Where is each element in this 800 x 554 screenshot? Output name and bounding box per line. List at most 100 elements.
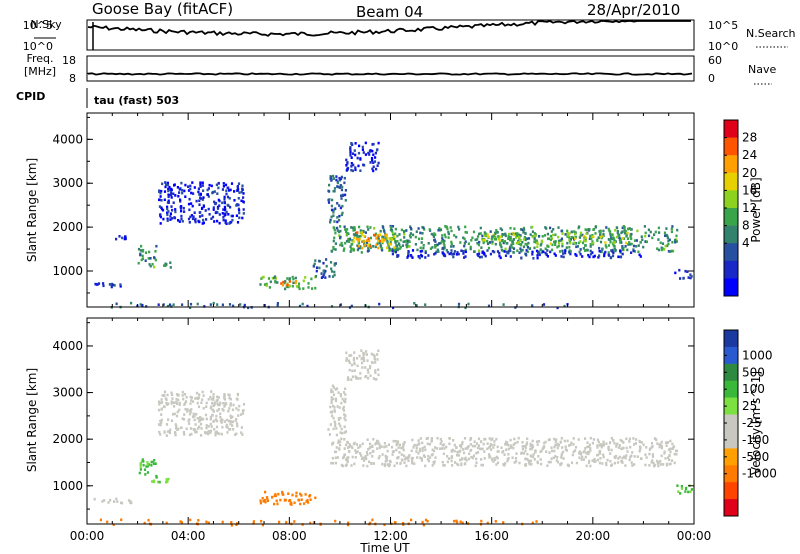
echo-cell [447,457,450,460]
echo-cell [503,250,506,253]
echo-cell [197,427,200,430]
echo-cell [463,462,466,466]
echo-cell [628,227,631,230]
colorbar-tick-label: 4 [742,236,750,250]
echo-cell [363,456,366,460]
echo-cell [347,359,351,363]
echo-cell [596,458,599,462]
echo-cell [394,241,397,244]
echo-cell [406,457,409,460]
echo-cell [640,457,643,460]
echo-cell [171,393,174,397]
echo-cell [209,303,212,306]
echo-cell [411,256,414,259]
echo-cell [300,494,303,497]
echo-cell [389,242,392,246]
echo-cell [288,278,291,282]
echo-cell [306,304,309,308]
echo-cell [661,247,664,250]
echo-region [137,244,158,265]
echo-cell [500,228,504,232]
echo-cell [638,253,641,257]
echo-cell [455,519,458,523]
echo-cell [202,407,205,410]
echo-cell [183,403,186,406]
echo-cell [403,461,406,464]
echo-cell [190,399,193,402]
echo-cell [322,261,325,265]
echo-cell [112,523,115,526]
echo-cell [529,454,532,457]
echo-cell [463,437,467,440]
echo-cell [618,444,621,447]
echo-cell [605,226,608,229]
echo-cell [523,228,526,231]
echo-cell [346,459,349,462]
echo-cell [575,245,578,249]
x-axis-label: Time UT [359,541,410,554]
echo-cell [474,444,477,448]
echo-cell [529,442,532,446]
echo-cell [515,241,518,245]
echo-cell [199,193,202,196]
echo-cell [496,445,499,449]
echo-cell [377,456,380,460]
echo-cell [497,235,500,238]
echo-cell [186,410,189,413]
echo-cell [568,245,571,249]
echo-cell [442,443,446,446]
echo-cell [309,521,312,525]
echo-cell [668,458,671,462]
echo-cell [172,192,175,196]
echo-cell [529,233,532,236]
echo-region [481,231,633,246]
echo-cell [236,221,240,224]
colorbar-swatch [724,346,738,365]
colorbar-tick-label: 100 [742,382,765,396]
echo-cell [237,408,240,412]
echo-cell [658,445,661,449]
echo-cell [665,462,668,466]
echo-cell [366,464,369,468]
echo-cell [547,460,550,464]
echo-cell [594,226,597,229]
echo-cell [417,452,420,455]
echo-cell [659,459,662,463]
echo-cell [410,449,413,453]
echo-cell [274,277,277,280]
echo-cell [174,431,177,435]
echo-cell [376,164,379,167]
echo-cell [566,463,569,467]
echo-cell [496,250,500,253]
echo-cell [356,156,359,160]
echo-cell [140,244,143,248]
echo-cell [625,437,628,441]
echo-cell [686,270,689,273]
echo-cell [167,477,170,481]
echo-cell [498,254,501,258]
echo-cell [510,243,513,247]
echo-cell [467,242,470,245]
echo-cell [189,410,192,414]
echo-cell [237,197,240,200]
echo-cell [528,462,531,466]
echo-cell [383,230,386,233]
echo-cell [216,192,219,195]
echo-cell [425,437,428,440]
echo-cell [526,452,529,456]
echo-cell [361,233,364,237]
echo-cell [332,245,335,249]
echo-cell [531,250,534,254]
echo-cell [521,241,524,244]
echo-cell [588,443,591,447]
echo-cell [342,391,346,394]
echo-cell [218,204,221,207]
echo-cell [291,493,294,497]
echo-cell [139,249,142,252]
echo-cell [664,441,668,445]
echo-cell [210,405,213,409]
echo-cell [293,501,296,505]
colorbar-tick-label: 8 [742,219,750,233]
echo-cell [115,237,118,241]
echo-cell [689,273,692,276]
